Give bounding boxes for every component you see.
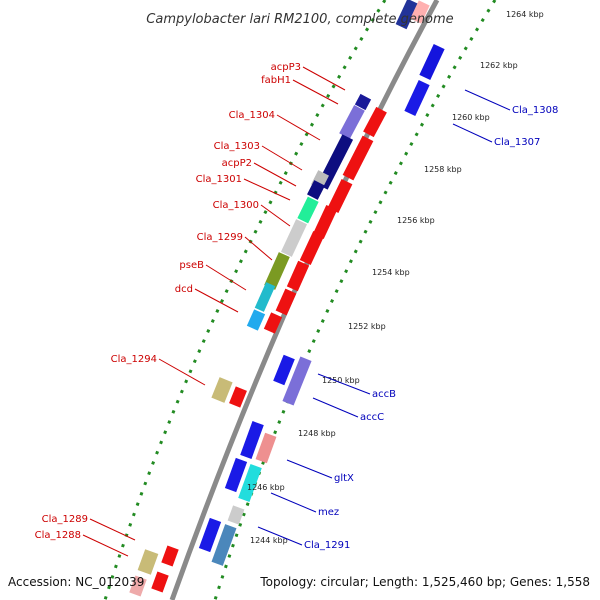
gene-mez-b[interactable]: [238, 464, 262, 502]
gene-label[interactable]: Cla_1294: [111, 354, 157, 365]
gene-label[interactable]: Cla_1289: [42, 514, 88, 525]
callout-line: [243, 178, 291, 201]
callout-line: [253, 162, 297, 187]
gene-label[interactable]: acpP2: [222, 158, 252, 169]
gene-fabh1[interactable]: [339, 105, 365, 139]
forward-strand-features: [129, 93, 387, 597]
callout-line: [452, 123, 493, 143]
gene-f9[interactable]: [229, 386, 247, 408]
reverse-strand-features: [198, 0, 445, 566]
gene-f5[interactable]: [299, 230, 325, 266]
gene-label[interactable]: Cla_1304: [229, 110, 275, 121]
gene-label[interactable]: dcd: [175, 284, 193, 295]
kbp-tick-label: 1246 kbp: [247, 483, 285, 492]
gene-gltx-b[interactable]: [255, 432, 277, 464]
kbp-tick-label: 1248 kbp: [298, 429, 336, 438]
callout-line: [158, 358, 206, 386]
accession-text: Accession: NC_012039: [8, 575, 144, 589]
gene-label[interactable]: gltX: [334, 473, 354, 484]
kbp-tick-label: 1250 kbp: [322, 376, 360, 385]
kbp-tick-label: 1260 kbp: [452, 113, 490, 122]
gene-f8[interactable]: [263, 312, 283, 334]
callout-line: [244, 236, 273, 261]
callout-line: [194, 288, 239, 313]
gene-cla-1301[interactable]: [307, 180, 325, 200]
callout-line: [302, 66, 346, 91]
gene-label[interactable]: accB: [372, 389, 396, 400]
gene-label[interactable]: pseB: [179, 260, 204, 271]
gene-f10[interactable]: [161, 545, 179, 567]
gene-accc[interactable]: [282, 356, 312, 406]
gene-accb[interactable]: [273, 354, 295, 386]
gene-cla-1291[interactable]: [198, 517, 222, 553]
outer-dot-ring: [213, 0, 497, 600]
gene-cla-1291-b[interactable]: [211, 524, 237, 566]
callout-line: [82, 534, 129, 557]
gene-acpp3[interactable]: [354, 93, 372, 111]
callout-line: [89, 518, 136, 541]
callout-line: [270, 492, 317, 513]
gene-cla-1300[interactable]: [297, 196, 319, 224]
gene-f7[interactable]: [275, 288, 297, 316]
kbp-tick-labels: 1244 kbp 1246 kbp 1248 kbp 1250 kbp 1252 kbp…: [247, 10, 544, 545]
kbp-tick-label: 1244 kbp: [250, 536, 288, 545]
gene-top-a[interactable]: [395, 0, 419, 30]
gene-labels: acpP3 fabH1 Cla_1304 Cla_1303 acpP2 Cla_1301 C…: [35, 62, 559, 551]
gene-label[interactable]: acpP3: [271, 62, 301, 73]
callout-line: [260, 204, 291, 227]
gene-cla-1288[interactable]: [129, 575, 147, 597]
callout-line: [292, 79, 339, 105]
callout-line: [464, 89, 511, 111]
gene-f6[interactable]: [286, 260, 310, 292]
gene-label[interactable]: Cla_1303: [214, 141, 260, 152]
gene-cla-1294[interactable]: [211, 377, 233, 403]
gene-label[interactable]: Cla_1307: [494, 137, 540, 148]
gene-cla-1308[interactable]: [419, 44, 445, 80]
gene-dcd-a[interactable]: [254, 282, 276, 312]
gene-cla-1307[interactable]: [404, 80, 430, 116]
gene-label[interactable]: fabH1: [261, 75, 291, 86]
inner-dot-ring: [103, 0, 387, 600]
callout-line: [276, 114, 321, 141]
kbp-tick-label: 1258 kbp: [424, 165, 462, 174]
callout-line: [205, 264, 247, 291]
tick-dots: [103, 0, 497, 600]
callout-line: [286, 459, 333, 479]
gene-f3[interactable]: [327, 178, 353, 214]
gene-label[interactable]: Cla_1300: [213, 200, 259, 211]
callout-line: [317, 373, 371, 395]
kbp-tick-label: 1264 kbp: [506, 10, 544, 19]
topology-text: Topology: circular; Length: 1,525,460 bp…: [259, 575, 590, 589]
kbp-tick-label: 1252 kbp: [348, 322, 386, 331]
gene-f11[interactable]: [151, 571, 169, 593]
gene-pseb[interactable]: [264, 252, 290, 290]
gene-label[interactable]: mez: [318, 507, 339, 518]
callout-line: [257, 526, 303, 546]
callout-line: [261, 145, 303, 171]
gene-f2[interactable]: [342, 135, 374, 181]
gene-label[interactable]: Cla_1291: [304, 540, 350, 551]
gene-dcd[interactable]: [246, 309, 266, 331]
gene-top-b[interactable]: [410, 0, 430, 24]
genome-backbone: [169, 0, 440, 600]
gene-cla-1299[interactable]: [280, 219, 308, 257]
gene-label[interactable]: Cla_1301: [196, 174, 242, 185]
kbp-tick-label: 1256 kbp: [397, 216, 435, 225]
map-title: Campylobacter lari RM2100, complete geno…: [146, 12, 453, 27]
gene-label[interactable]: Cla_1299: [197, 232, 243, 243]
kbp-tick-label: 1262 kbp: [480, 61, 518, 70]
kbp-tick-label: 1254 kbp: [372, 268, 410, 277]
gene-cla-1291-c[interactable]: [227, 505, 245, 525]
gene-label[interactable]: Cla_1308: [512, 105, 558, 116]
gene-mez[interactable]: [224, 457, 248, 493]
gene-label[interactable]: Cla_1288: [35, 530, 81, 541]
gene-gltx[interactable]: [240, 421, 264, 459]
callout-line: [312, 397, 359, 418]
gene-f4[interactable]: [312, 204, 338, 240]
gene-callout-lines: [82, 66, 511, 557]
gene-cla-1289[interactable]: [137, 549, 159, 575]
gene-label[interactable]: accC: [360, 412, 384, 423]
gene-f1[interactable]: [363, 106, 387, 138]
